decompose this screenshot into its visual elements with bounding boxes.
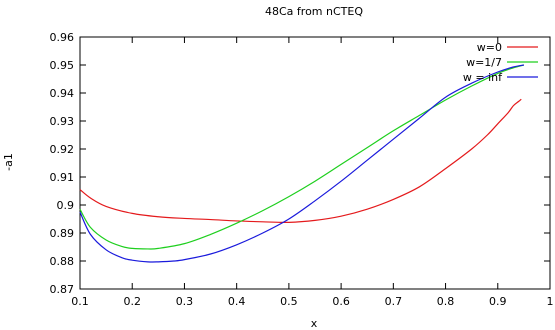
x-tick-label: 0.5 [280, 295, 298, 308]
legend-label: w = inf [463, 71, 503, 84]
y-tick-label: 0.93 [50, 115, 75, 128]
y-tick-label: 0.96 [50, 31, 75, 44]
series-lines [79, 64, 525, 263]
x-tick-label: 0.1 [71, 295, 89, 308]
x-tick-label: 0.3 [176, 295, 194, 308]
y-tick-label: 0.89 [50, 227, 75, 240]
legend-label: w=1/7 [466, 56, 502, 69]
x-tick-label: 0.6 [332, 295, 350, 308]
legend-label: w=0 [477, 41, 502, 54]
x-tick-label: 0.4 [228, 295, 246, 308]
y-tick-label: 0.91 [50, 171, 75, 184]
legend: w=0 w=1/7 w = inf [463, 41, 538, 84]
y-tick-label: 0.95 [50, 59, 75, 72]
series-line-3 [79, 64, 525, 263]
x-axis-label: x [311, 317, 318, 330]
y-tick-label: 0.88 [50, 255, 75, 268]
y-axis-label: -a1 [2, 153, 15, 171]
x-tick-label: 0.7 [385, 295, 403, 308]
x-tick-label: 0.8 [437, 295, 455, 308]
y-tick-label: 0.9 [57, 199, 75, 212]
x-tick-label: 0.2 [123, 295, 141, 308]
y-tick-label: 0.87 [50, 283, 75, 296]
series-line-1 [79, 98, 522, 224]
plot-frame [79, 36, 551, 290]
x-tick-label: 1 [547, 295, 554, 308]
x-tick-label: 0.9 [489, 295, 507, 308]
chart-title: 48Ca from nCTEQ [265, 5, 363, 18]
series-line-2 [79, 64, 525, 250]
y-tick-label: 0.94 [50, 87, 75, 100]
axis-ticks: 0.1 0.2 0.3 0.4 0.5 0.6 0.7 0.8 0.9 10.870.880.89… [50, 31, 554, 308]
plot-border [79, 36, 551, 290]
y-tick-label: 0.92 [50, 143, 75, 156]
